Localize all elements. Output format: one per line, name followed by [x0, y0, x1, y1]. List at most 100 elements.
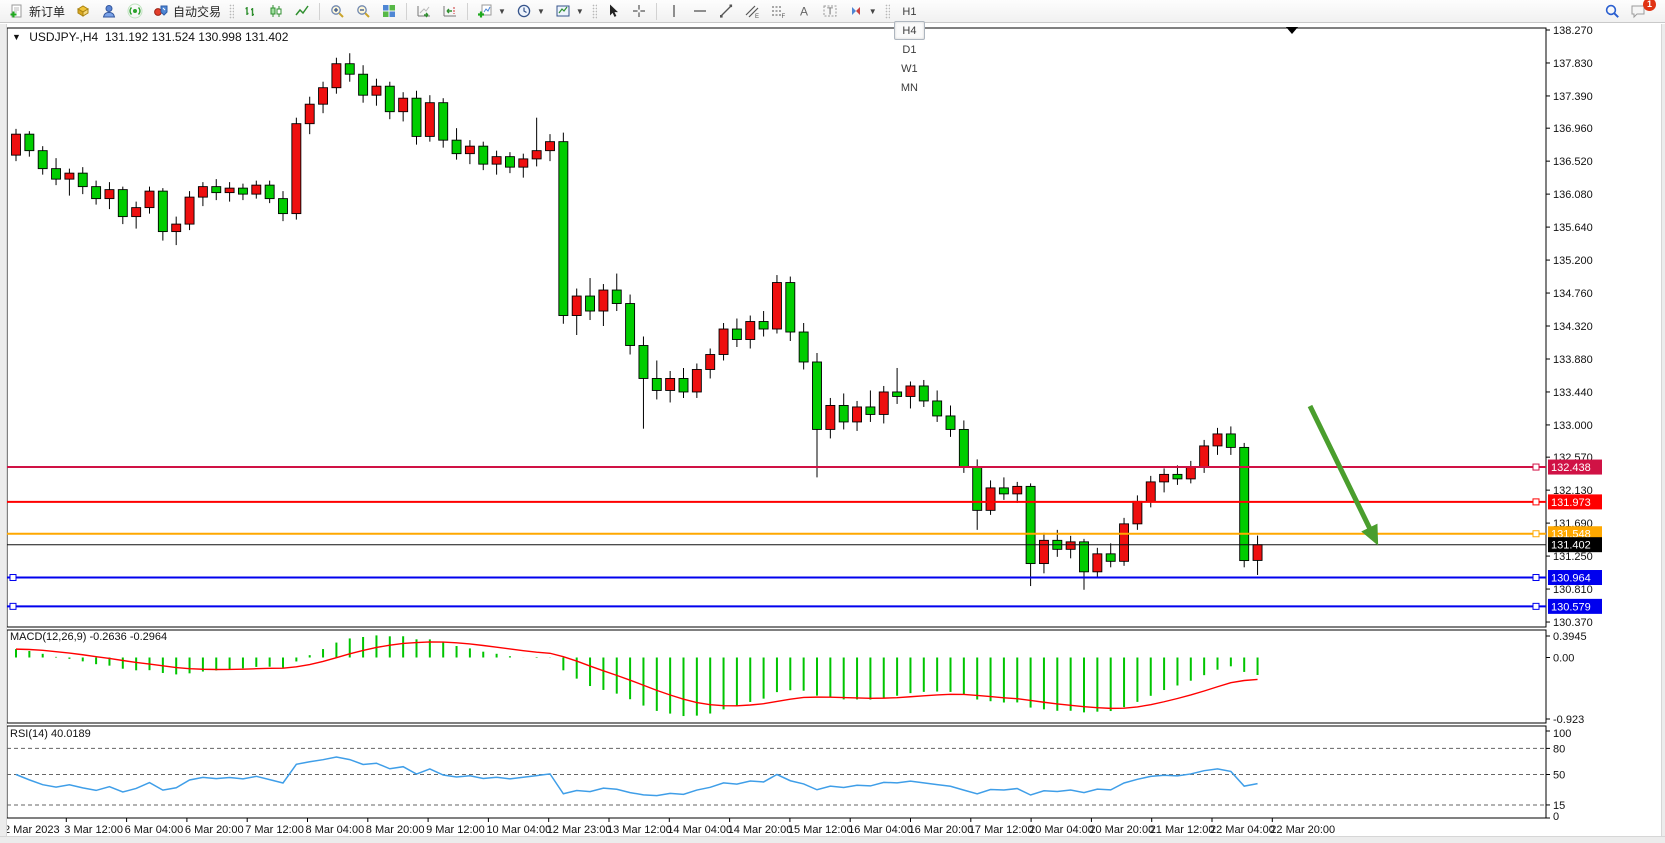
candlestick[interactable] — [384, 85, 395, 113]
candlestick[interactable] — [1212, 433, 1223, 447]
candlestick[interactable] — [184, 196, 195, 225]
candlestick[interactable] — [585, 295, 595, 312]
candlestick[interactable] — [344, 63, 355, 75]
candlestick[interactable] — [1132, 500, 1143, 525]
candlestick[interactable] — [1252, 544, 1263, 561]
zoom-in-button[interactable] — [324, 1, 350, 22]
candlestick[interactable] — [838, 404, 849, 423]
candlestick[interactable] — [91, 186, 102, 200]
candlestick[interactable] — [157, 190, 168, 233]
tile-windows-button[interactable] — [376, 1, 402, 22]
candlestick[interactable] — [197, 186, 208, 198]
candlestick[interactable] — [64, 172, 75, 180]
candlestick[interactable] — [424, 102, 435, 137]
market-watch-button[interactable] — [70, 1, 96, 22]
candlestick[interactable] — [798, 331, 809, 363]
candlestick[interactable] — [958, 428, 969, 468]
candlestick[interactable] — [1145, 481, 1156, 502]
trendline-tool-button[interactable] — [713, 1, 739, 22]
candlestick[interactable] — [1079, 541, 1089, 573]
candlestick[interactable] — [865, 406, 876, 415]
candlestick[interactable] — [505, 156, 515, 168]
candlestick[interactable] — [51, 168, 61, 180]
timeframe-H4[interactable]: H4 — [893, 20, 926, 40]
candlestick[interactable] — [518, 158, 529, 168]
text-tool-button[interactable]: A — [791, 1, 817, 22]
candlestick[interactable] — [491, 156, 502, 165]
timeframe-W1[interactable]: W1 — [901, 62, 918, 75]
candlestick[interactable] — [678, 378, 689, 393]
add-indicator-button[interactable]: ▼ — [472, 1, 511, 22]
candlestick[interactable] — [224, 187, 235, 194]
signals-button[interactable] — [122, 1, 148, 22]
chart-shift-marker[interactable] — [1286, 27, 1298, 34]
candlestick[interactable] — [1225, 433, 1236, 448]
candlestick[interactable] — [651, 378, 662, 391]
candlestick[interactable] — [945, 415, 956, 430]
candlestick[interactable] — [1065, 541, 1076, 550]
candlestick[interactable] — [1092, 553, 1103, 573]
candlestick[interactable] — [1159, 473, 1170, 483]
candlestick[interactable] — [291, 123, 302, 215]
candlestick[interactable] — [411, 97, 422, 137]
candlestick[interactable] — [985, 487, 996, 511]
candlestick[interactable] — [691, 369, 702, 393]
candlestick[interactable] — [438, 102, 449, 141]
candlestick[interactable] — [785, 282, 796, 333]
timeframe-D1[interactable]: D1 — [902, 43, 917, 56]
candlestick[interactable] — [278, 198, 288, 215]
vertical-line-tool-button[interactable] — [661, 1, 687, 22]
timeframe-H1[interactable]: H1 — [902, 5, 917, 18]
new-order-button[interactable]: 新订单 — [4, 1, 70, 22]
candlestick[interactable] — [812, 361, 822, 430]
candlestick[interactable] — [331, 63, 342, 89]
candlestick[interactable] — [478, 145, 489, 165]
candlestick[interactable] — [464, 145, 475, 155]
candlestick[interactable] — [304, 103, 315, 125]
rsi-panel[interactable] — [6, 725, 1547, 819]
candlestick[interactable] — [665, 378, 676, 391]
candlestick[interactable] — [918, 385, 929, 402]
hline-handle-left[interactable] — [9, 574, 17, 582]
candlestick[interactable] — [104, 189, 115, 200]
profile-button[interactable] — [96, 1, 122, 22]
candlestick[interactable] — [264, 184, 275, 200]
candlestick[interactable] — [1105, 553, 1116, 562]
candlestick[interactable] — [932, 400, 943, 417]
candlestick[interactable] — [878, 391, 889, 415]
text-label-tool-button[interactable]: T — [817, 1, 843, 22]
timeframe-MN[interactable]: MN — [900, 81, 918, 94]
candlestick[interactable] — [318, 87, 328, 105]
candlestick[interactable] — [705, 354, 716, 370]
crosshair-tool-button[interactable] — [626, 1, 652, 22]
candlestick[interactable] — [11, 133, 21, 156]
bar-chart-button[interactable] — [237, 1, 263, 22]
candlestick[interactable] — [117, 189, 128, 218]
candlestick[interactable] — [772, 282, 782, 330]
candlestick[interactable] — [1025, 485, 1036, 565]
candlestick[interactable] — [131, 207, 142, 218]
channel-tool-button[interactable]: E — [739, 1, 765, 22]
candlestick[interactable] — [905, 385, 916, 397]
chart-shift-button[interactable] — [437, 1, 463, 22]
candlestick[interactable] — [237, 187, 248, 195]
candlestick[interactable] — [37, 150, 48, 170]
candlestick[interactable] — [825, 404, 836, 430]
candlestick[interactable] — [398, 97, 409, 113]
candlestick[interactable] — [1199, 445, 1210, 468]
line-chart-button[interactable] — [289, 1, 315, 22]
trend-arrow[interactable] — [1307, 404, 1375, 535]
candlestick[interactable] — [24, 133, 35, 152]
candlestick[interactable] — [1038, 539, 1049, 565]
candlestick[interactable] — [998, 487, 1009, 495]
templates-button[interactable]: ▼ — [550, 1, 589, 22]
candlestick[interactable] — [144, 190, 155, 209]
candlestick[interactable] — [358, 73, 369, 96]
candlestick[interactable] — [531, 150, 542, 160]
candlestick[interactable] — [731, 328, 742, 340]
zoom-out-button[interactable] — [350, 1, 376, 22]
candlestick[interactable] — [77, 172, 88, 188]
auto-scroll-button[interactable] — [411, 1, 437, 22]
horizontal-line-tool-button[interactable] — [687, 1, 713, 22]
